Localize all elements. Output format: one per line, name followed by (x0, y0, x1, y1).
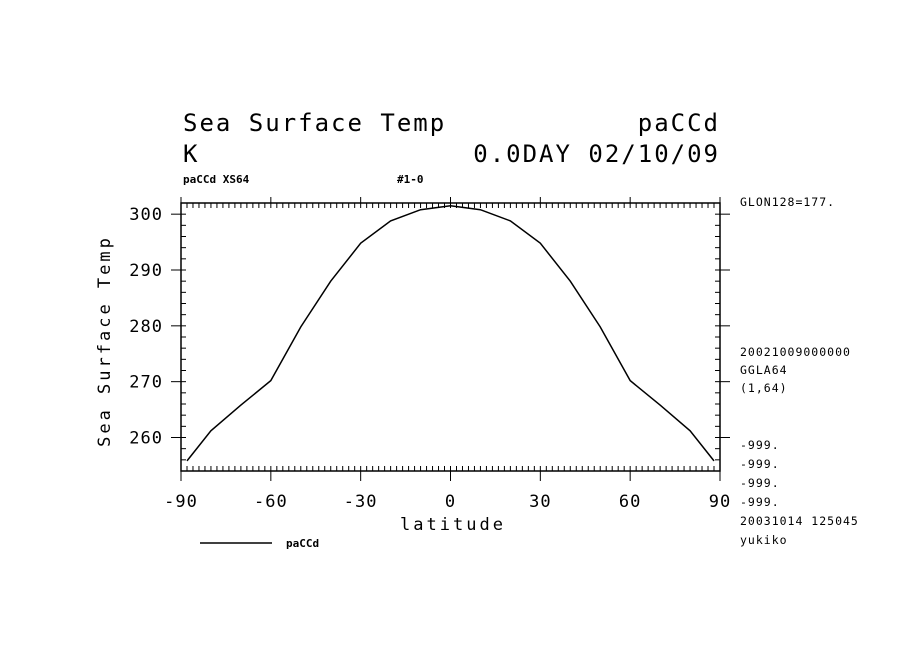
y-tick-label: 290 (129, 261, 163, 281)
x-tick-label: 90 (709, 492, 731, 512)
x-tick-label: -30 (344, 492, 378, 512)
y-tick-label: 280 (129, 317, 163, 337)
missing-value-3: -999. (740, 476, 780, 490)
x-tick-label: 60 (619, 492, 641, 512)
date-label: 20021009000000 (740, 345, 851, 359)
missing-value-1: -999. (740, 438, 780, 452)
missing-value-2: -999. (740, 457, 780, 471)
x-tick-label: -60 (254, 492, 288, 512)
plot-frame (180, 202, 721, 472)
series-group (186, 205, 715, 462)
user-label: yukiko (740, 533, 788, 547)
x-axis-title: latitude (400, 515, 506, 535)
subtitle-mid: #1-0 (397, 173, 424, 186)
x-tick-labels: -90 -60 -30 0 30 60 90 (164, 492, 731, 512)
legend-label: paCCd (286, 537, 319, 550)
subtitle-left: paCCd XS64 (183, 173, 250, 186)
series-line-paCCd (186, 205, 715, 462)
missing-value-4: -999. (740, 495, 780, 509)
run-name: paCCd (638, 109, 720, 137)
y-tick-labels: 260 270 280 290 300 (129, 205, 163, 449)
x-tick-label: 30 (529, 492, 551, 512)
time-label: 0.0DAY 02/10/09 (473, 140, 720, 168)
y-tick-label: 300 (129, 205, 163, 225)
y-axis-title: Sea Surface Temp (95, 235, 115, 447)
glon-label: GLON128=177. (740, 195, 835, 209)
x-tick-label: -90 (164, 492, 198, 512)
x-tick-label: 0 (445, 492, 456, 512)
y-tick-label: 270 (129, 373, 163, 393)
chart-title: Sea Surface Temp (183, 109, 446, 137)
ticks (171, 197, 730, 481)
range-label: (1,64) (740, 381, 788, 395)
grid-label: GGLA64 (740, 363, 788, 377)
timestamp-label: 20031014 125045 (740, 514, 859, 528)
y-tick-label: 260 (129, 429, 163, 449)
units-label: K (183, 140, 199, 168)
